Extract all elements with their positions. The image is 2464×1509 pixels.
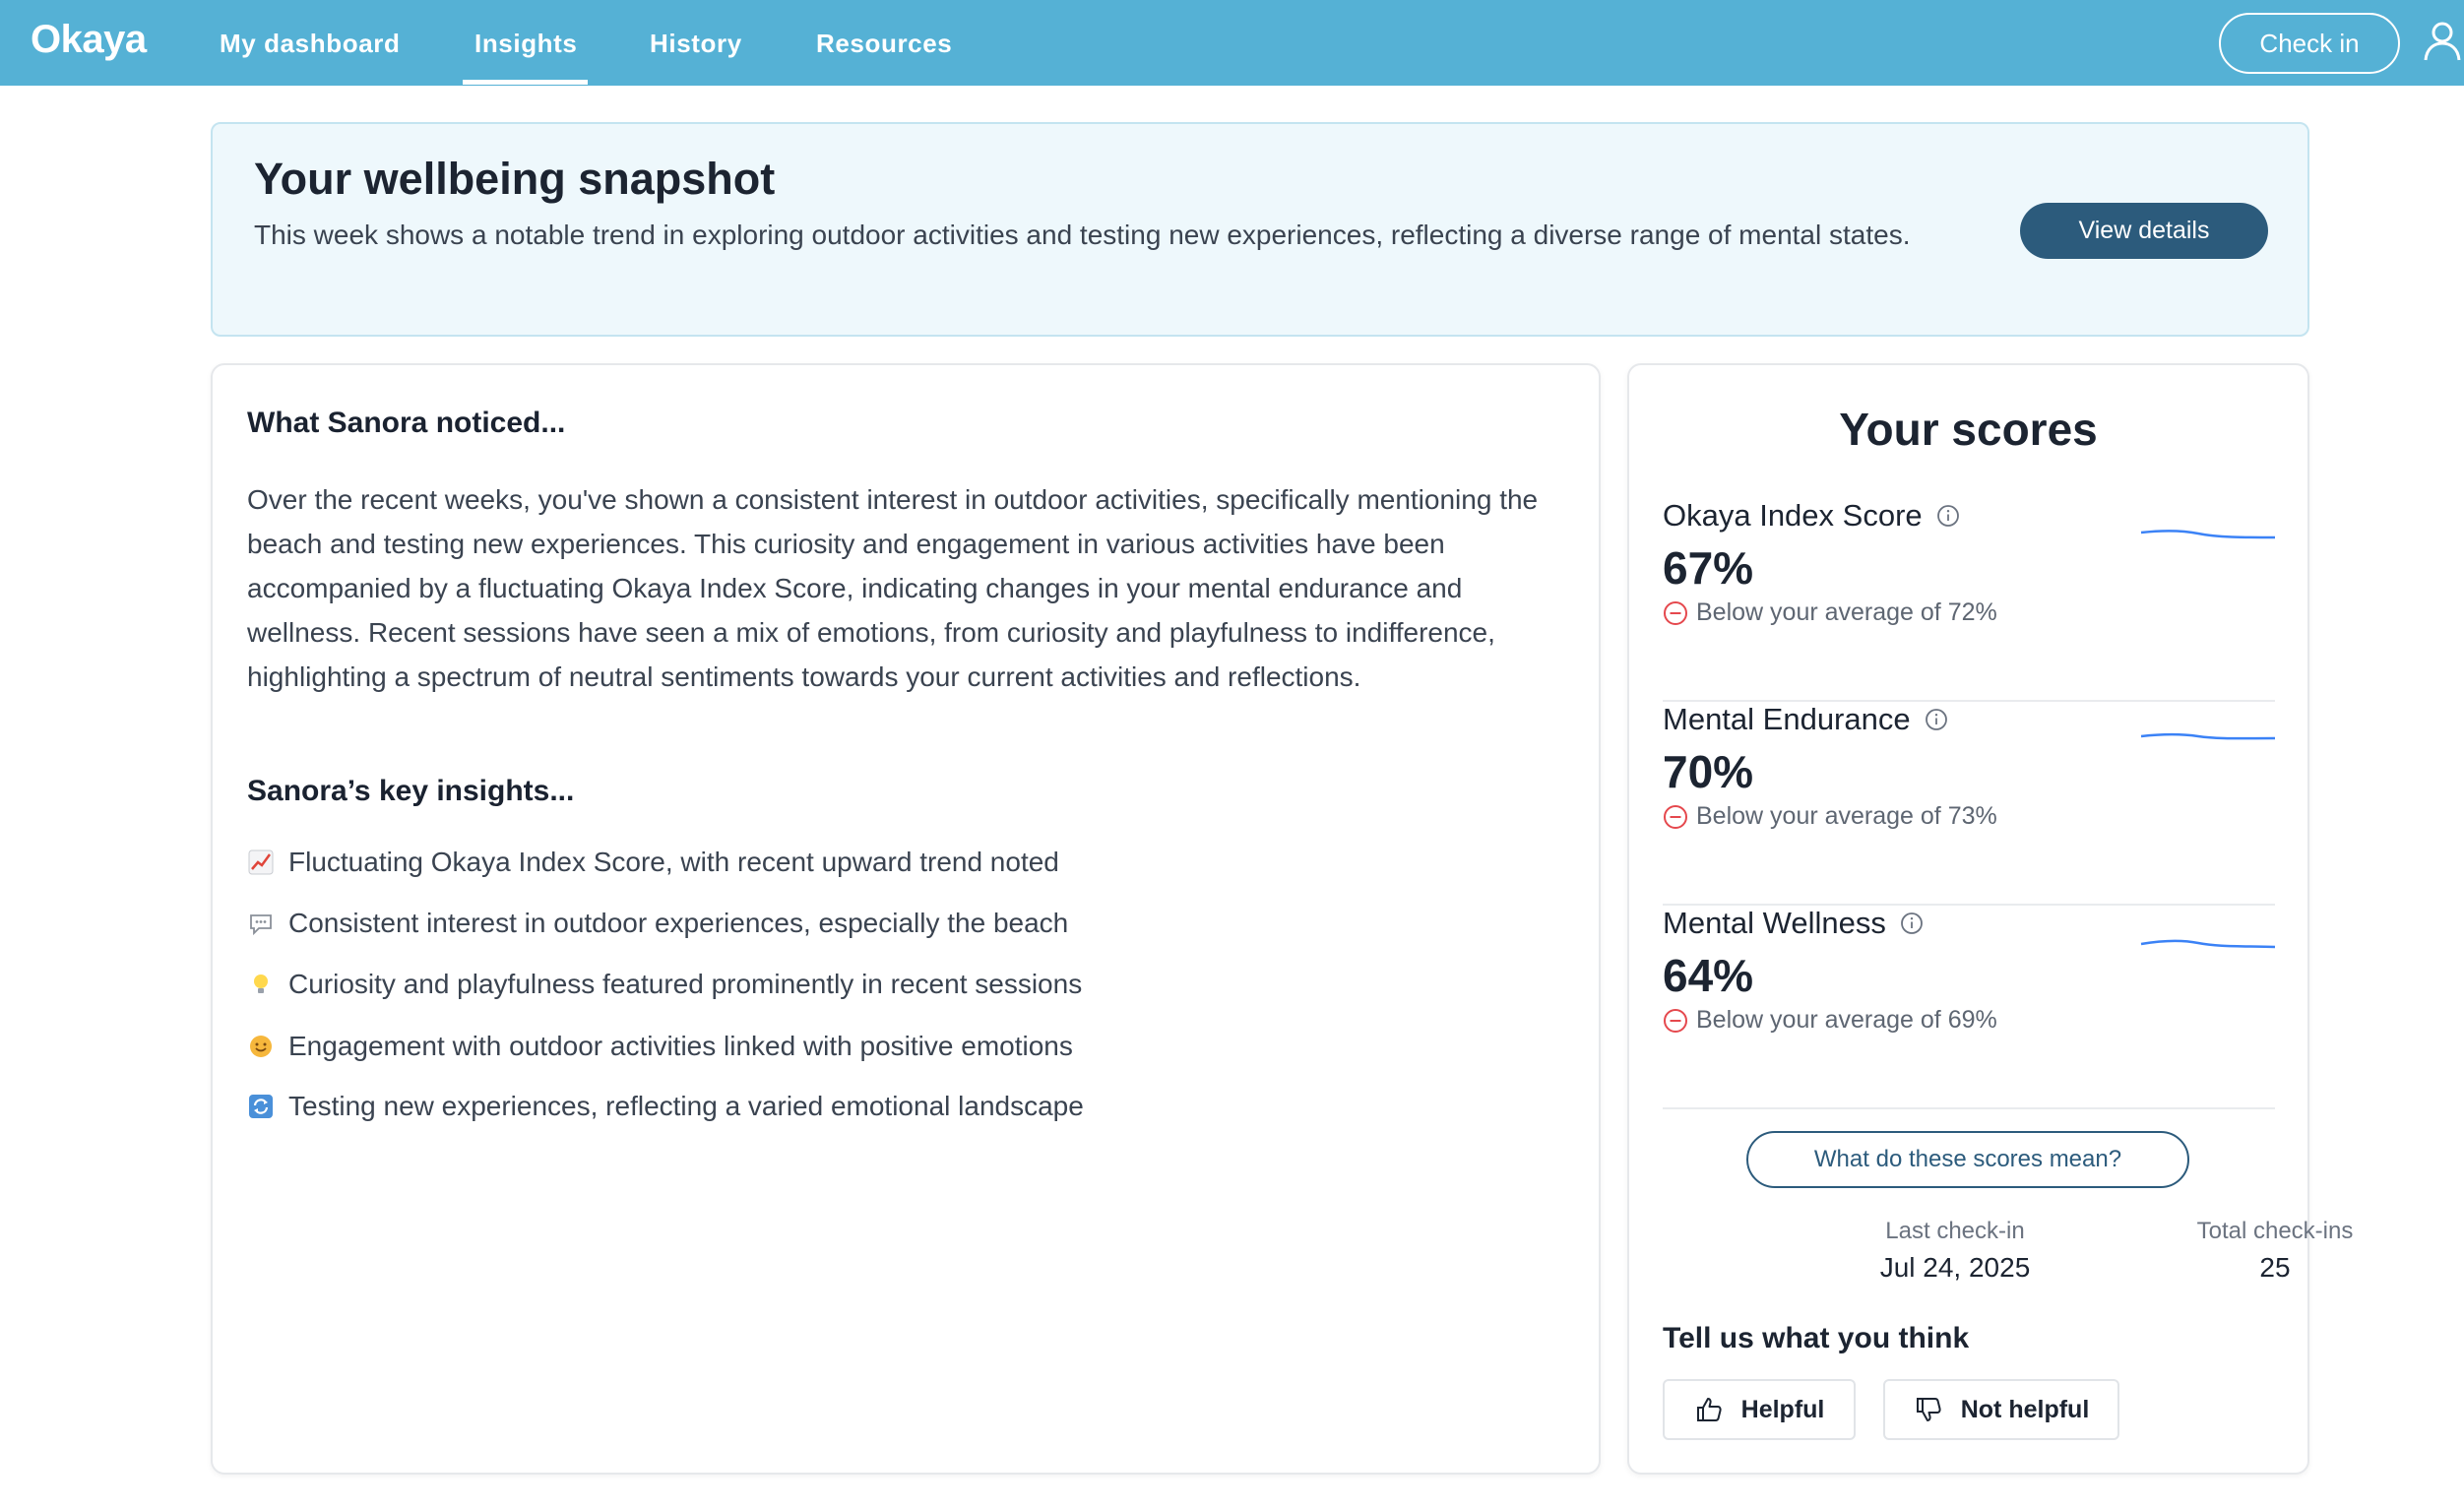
trend-sparkline [2140, 732, 2276, 740]
total-checkins-value: 25 [2259, 1252, 2291, 1283]
score-note: Below your average of 69% [1663, 1006, 1997, 1035]
top-nav: Okaya My dashboard Insights History Reso… [0, 0, 2464, 86]
nav-history[interactable]: History [650, 29, 742, 58]
key-insights-heading: Sanora’s key insights... [247, 775, 575, 807]
score-note-text: Below your average of 73% [1696, 802, 1997, 830]
minus-circle-icon [1664, 600, 1687, 625]
trend-sparkline [2140, 939, 2276, 949]
insight-item: Engagement with outdoor activities linke… [247, 1027, 1073, 1066]
info-icon[interactable] [1936, 504, 1960, 528]
noticed-heading: What Sanora noticed... [247, 407, 566, 439]
light-bulb-icon [247, 971, 275, 998]
score-note-text: Below your average of 72% [1696, 598, 1997, 626]
scores-meaning-button[interactable]: What do these scores mean? [1746, 1131, 2189, 1188]
scores-title: Your scores [1839, 404, 2098, 455]
last-checkin-value: Jul 24, 2025 [1879, 1252, 2031, 1283]
insight-item: Testing new experiences, reflecting a va… [247, 1087, 1084, 1126]
helpful-button[interactable]: Helpful [1663, 1379, 1856, 1440]
insight-text: Consistent interest in outdoor experienc… [288, 908, 1069, 938]
thumbs-up-icon [1696, 1398, 1722, 1421]
insight-item: Curiosity and playfulness featured promi… [247, 965, 1082, 1004]
insight-text: Testing new experiences, reflecting a va… [288, 1091, 1084, 1121]
score-label-text: Okaya Index Score [1663, 498, 1923, 533]
active-tab-indicator [463, 80, 588, 85]
insight-item: Consistent interest in outdoor experienc… [247, 904, 1068, 943]
scores-card: Your scores Okaya Index Score 67% Below … [1627, 363, 2353, 1475]
not-helpful-button[interactable]: Not helpful [1883, 1379, 2119, 1440]
check-in-button[interactable]: Check in [2219, 13, 2400, 74]
score-label-text: Mental Endurance [1663, 702, 1911, 736]
insight-text: Engagement with outdoor activities linke… [288, 1031, 1073, 1061]
score-value: 67% [1663, 542, 1754, 594]
view-details-button[interactable]: View details [2020, 203, 2268, 259]
feedback-heading: Tell us what you think [1663, 1322, 1970, 1354]
noticed-body: Over the recent weeks, you've shown a co… [247, 484, 1539, 692]
score-label: Mental Endurance [1663, 702, 1948, 737]
nav-resources[interactable]: Resources [816, 29, 953, 58]
score-value: 70% [1663, 746, 1754, 797]
total-checkins-label: Total check-ins [2196, 1218, 2354, 1244]
not-helpful-label: Not helpful [1960, 1395, 2090, 1423]
score-note: Below your average of 73% [1663, 802, 1997, 831]
insight-item: Fluctuating Okaya Index Score, with rece… [247, 843, 1059, 882]
nav-my-dashboard[interactable]: My dashboard [220, 29, 401, 58]
nav-insights[interactable]: Insights [474, 29, 578, 58]
insight-text: Curiosity and playfulness featured promi… [288, 969, 1083, 999]
chart-increasing-icon [247, 849, 275, 876]
snapshot-body: This week shows a notable trend in explo… [254, 220, 1911, 250]
helpful-label: Helpful [1740, 1395, 1825, 1423]
speech-bubble-icon [247, 910, 275, 937]
okaya-logo[interactable]: Okaya [31, 18, 147, 61]
smiling-face-icon [247, 1033, 275, 1060]
score-value: 64% [1663, 950, 1754, 1001]
cycle-arrows-icon [247, 1093, 275, 1120]
last-checkin-label: Last check-in [1885, 1218, 2025, 1244]
trend-sparkline [2140, 530, 2276, 539]
score-label: Mental Wellness [1663, 906, 1924, 941]
thumbs-down-icon [1916, 1398, 1941, 1421]
snapshot-title: Your wellbeing snapshot [254, 154, 776, 204]
okaya-index-score: Okaya Index Score 67% Below your average… [1663, 498, 2276, 702]
wellbeing-snapshot-banner: Your wellbeing snapshot This week shows … [211, 122, 2309, 337]
score-label: Okaya Index Score [1663, 498, 1960, 534]
minus-circle-icon [1664, 1008, 1687, 1033]
score-note-text: Below your average of 69% [1696, 1006, 1997, 1034]
score-label-text: Mental Wellness [1663, 906, 1886, 940]
user-icon[interactable] [2424, 21, 2461, 62]
info-icon[interactable] [1900, 912, 1924, 935]
score-note: Below your average of 72% [1663, 598, 1997, 627]
minus-circle-icon [1664, 804, 1687, 829]
mental-endurance-score: Mental Endurance 70% Below your average … [1663, 702, 2276, 906]
info-icon[interactable] [1925, 708, 1948, 731]
insights-card: What Sanora noticed... Over the recent w… [211, 363, 1601, 1475]
insight-text: Fluctuating Okaya Index Score, with rece… [288, 847, 1059, 877]
mental-wellness-score: Mental Wellness 64% Below your average o… [1663, 906, 2276, 1109]
